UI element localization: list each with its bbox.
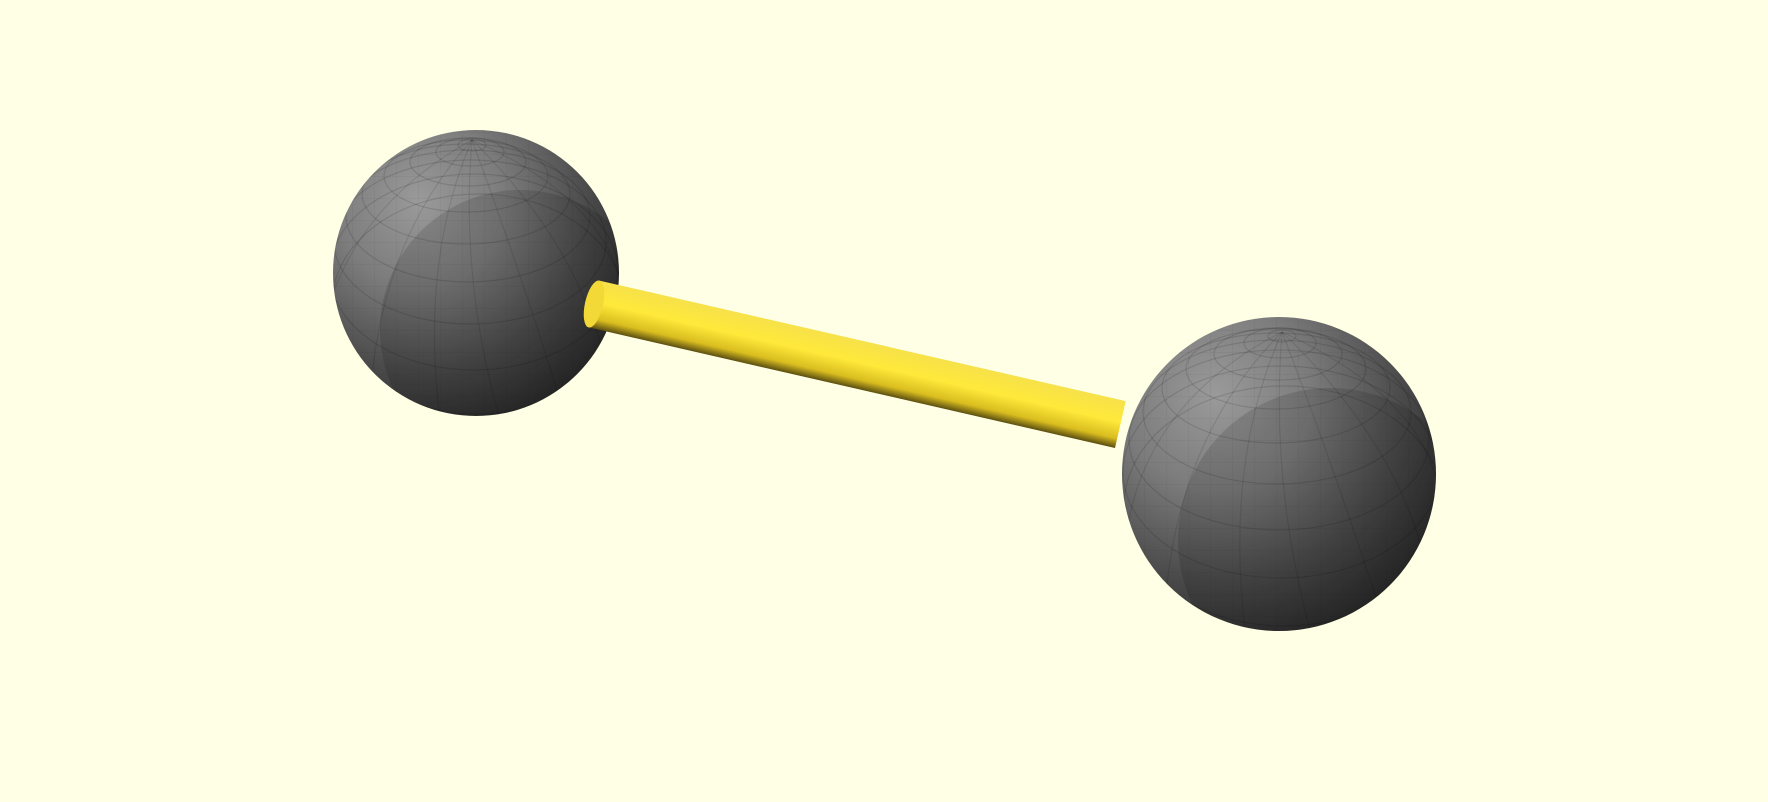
connecting-rod[interactable] — [580, 279, 1126, 448]
right-sphere[interactable] — [1120, 316, 1482, 692]
